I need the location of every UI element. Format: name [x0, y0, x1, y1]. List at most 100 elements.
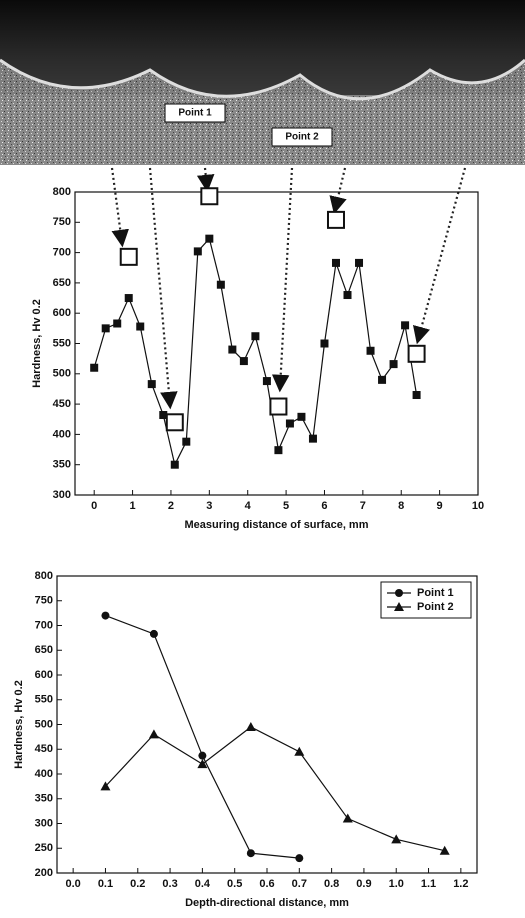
y-tick-label: 500 — [53, 368, 71, 380]
x-tick-label: 0.7 — [292, 878, 307, 890]
marker — [320, 340, 328, 348]
marker — [309, 435, 317, 443]
y-axis-title: Hardness, Hv 0.2 — [31, 299, 43, 388]
y-tick-label: 700 — [35, 619, 53, 631]
marker — [150, 630, 158, 638]
y-tick-label: 200 — [35, 867, 53, 879]
marker — [297, 413, 305, 421]
point-label: Point 2 — [285, 132, 319, 143]
y-tick-label: 750 — [35, 595, 53, 607]
y-tick-label: 650 — [53, 277, 71, 289]
x-tick-label: 0.3 — [162, 878, 177, 890]
marker — [194, 247, 202, 255]
marker — [246, 722, 256, 731]
point-label: Point 1 — [178, 108, 212, 119]
x-tick-label: 0 — [91, 500, 97, 512]
y-tick-label: 250 — [35, 842, 53, 854]
marker — [378, 376, 386, 384]
series-line — [105, 727, 444, 851]
marker — [121, 249, 137, 265]
marker — [201, 188, 217, 204]
x-tick-label: 1.1 — [421, 878, 436, 890]
marker — [182, 438, 190, 446]
marker — [295, 854, 303, 862]
marker — [136, 323, 144, 331]
y-tick-label: 800 — [53, 186, 71, 198]
marker — [409, 346, 425, 362]
y-tick-label: 300 — [53, 489, 71, 501]
y-tick-label: 700 — [53, 247, 71, 259]
x-tick-label: 0.9 — [356, 878, 371, 890]
x-tick-label: 0.4 — [195, 878, 211, 890]
y-tick-label: 600 — [35, 669, 53, 681]
marker — [247, 849, 255, 857]
y-tick-label: 350 — [53, 459, 71, 471]
x-tick-label: 2 — [168, 500, 174, 512]
x-axis-title: Depth-directional distance, mm — [185, 897, 349, 909]
x-tick-label: 0.1 — [98, 878, 113, 890]
x-tick-label: 4 — [245, 500, 252, 512]
marker — [251, 332, 259, 340]
y-tick-label: 750 — [53, 216, 71, 228]
x-tick-label: 0.5 — [227, 878, 242, 890]
marker — [294, 747, 304, 756]
marker — [395, 589, 403, 597]
y-tick-label: 400 — [53, 428, 71, 440]
marker — [344, 291, 352, 299]
marker — [274, 446, 282, 454]
x-axis-title: Measuring distance of surface, mm — [185, 519, 369, 531]
x-tick-label: 0.8 — [324, 878, 339, 890]
y-tick-label: 650 — [35, 644, 53, 656]
y-tick-label: 550 — [35, 694, 53, 706]
marker — [148, 380, 156, 388]
marker — [90, 364, 98, 372]
y-tick-label: 300 — [35, 817, 53, 829]
y-axis-title: Hardness, Hv 0.2 — [13, 680, 25, 769]
marker — [391, 834, 401, 843]
y-tick-label: 550 — [53, 337, 71, 349]
marker — [343, 814, 353, 823]
y-tick-label: 400 — [35, 768, 53, 780]
marker — [149, 729, 159, 738]
x-tick-label: 8 — [398, 500, 404, 512]
x-tick-label: 1 — [130, 500, 136, 512]
marker — [390, 360, 398, 368]
marker — [205, 235, 213, 243]
y-tick-label: 450 — [53, 398, 71, 410]
marker — [270, 399, 286, 415]
marker — [413, 391, 421, 399]
marker — [171, 461, 179, 469]
x-tick-label: 1.2 — [453, 878, 468, 890]
x-tick-label: 3 — [206, 500, 212, 512]
marker — [228, 346, 236, 354]
micrograph: Point 1 Point 2 — [0, 0, 525, 165]
x-tick-label: 7 — [360, 500, 366, 512]
x-tick-label: 6 — [321, 500, 327, 512]
y-tick-label: 350 — [35, 793, 53, 805]
x-tick-label: 9 — [437, 500, 443, 512]
y-tick-label: 450 — [35, 743, 53, 755]
marker — [263, 377, 271, 385]
y-tick-label: 600 — [53, 307, 71, 319]
marker — [328, 212, 344, 228]
marker — [167, 414, 183, 430]
marker — [286, 419, 294, 427]
marker — [355, 259, 363, 267]
marker — [113, 320, 121, 328]
marker — [367, 347, 375, 355]
marker — [198, 752, 206, 760]
marker — [240, 357, 248, 365]
figure: Point 1 Point 2 012345678910300350400450… — [0, 0, 525, 918]
y-tick-label: 500 — [35, 718, 53, 730]
marker — [217, 281, 225, 289]
marker — [101, 612, 109, 620]
marker — [102, 324, 110, 332]
x-tick-label: 0.2 — [130, 878, 145, 890]
marker — [332, 259, 340, 267]
x-tick-label: 1.0 — [389, 878, 404, 890]
legend-label: Point 2 — [417, 601, 454, 613]
x-tick-label: 0.6 — [259, 878, 274, 890]
x-tick-label: 5 — [283, 500, 289, 512]
marker — [125, 294, 133, 302]
x-tick-label: 0.0 — [66, 878, 81, 890]
